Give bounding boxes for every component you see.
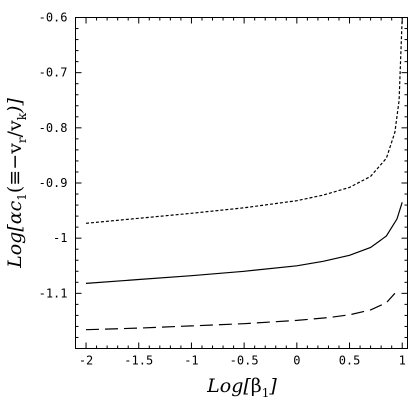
x-tick-label: 1 bbox=[399, 354, 406, 368]
axis-ticks: -2 -1.5 -1 -0.5 0 0.5 1 -1.1 -1 -0.9 -0.8 -0.7 -0.6 bbox=[39, 11, 408, 368]
series-line-long-dash bbox=[85, 292, 396, 331]
x-axis-title: Log[β1] bbox=[206, 375, 277, 400]
x-tick-label: 0 bbox=[293, 354, 300, 368]
x-tick-label: -2 bbox=[79, 354, 93, 368]
y-tick-label: -0.7 bbox=[39, 66, 68, 80]
y-tick-label: -0.6 bbox=[39, 11, 68, 25]
x-tick-label: 0.5 bbox=[339, 354, 361, 368]
data-series bbox=[85, 17, 403, 331]
x-tick-label: -1 bbox=[184, 354, 198, 368]
x-tick-label: -1.5 bbox=[124, 354, 153, 368]
y-tick-label: -1 bbox=[53, 231, 67, 245]
x-tick-label: -0.5 bbox=[230, 354, 259, 368]
y-tick-label: -0.8 bbox=[39, 121, 68, 135]
y-axis-title: Log[αc1(≡−vr/vk)] bbox=[4, 98, 29, 269]
series-line-short-dash bbox=[85, 17, 403, 224]
y-tick-label: -1.1 bbox=[39, 286, 68, 300]
y-tick-label: -0.9 bbox=[39, 176, 68, 190]
series-line-solid bbox=[85, 202, 403, 284]
